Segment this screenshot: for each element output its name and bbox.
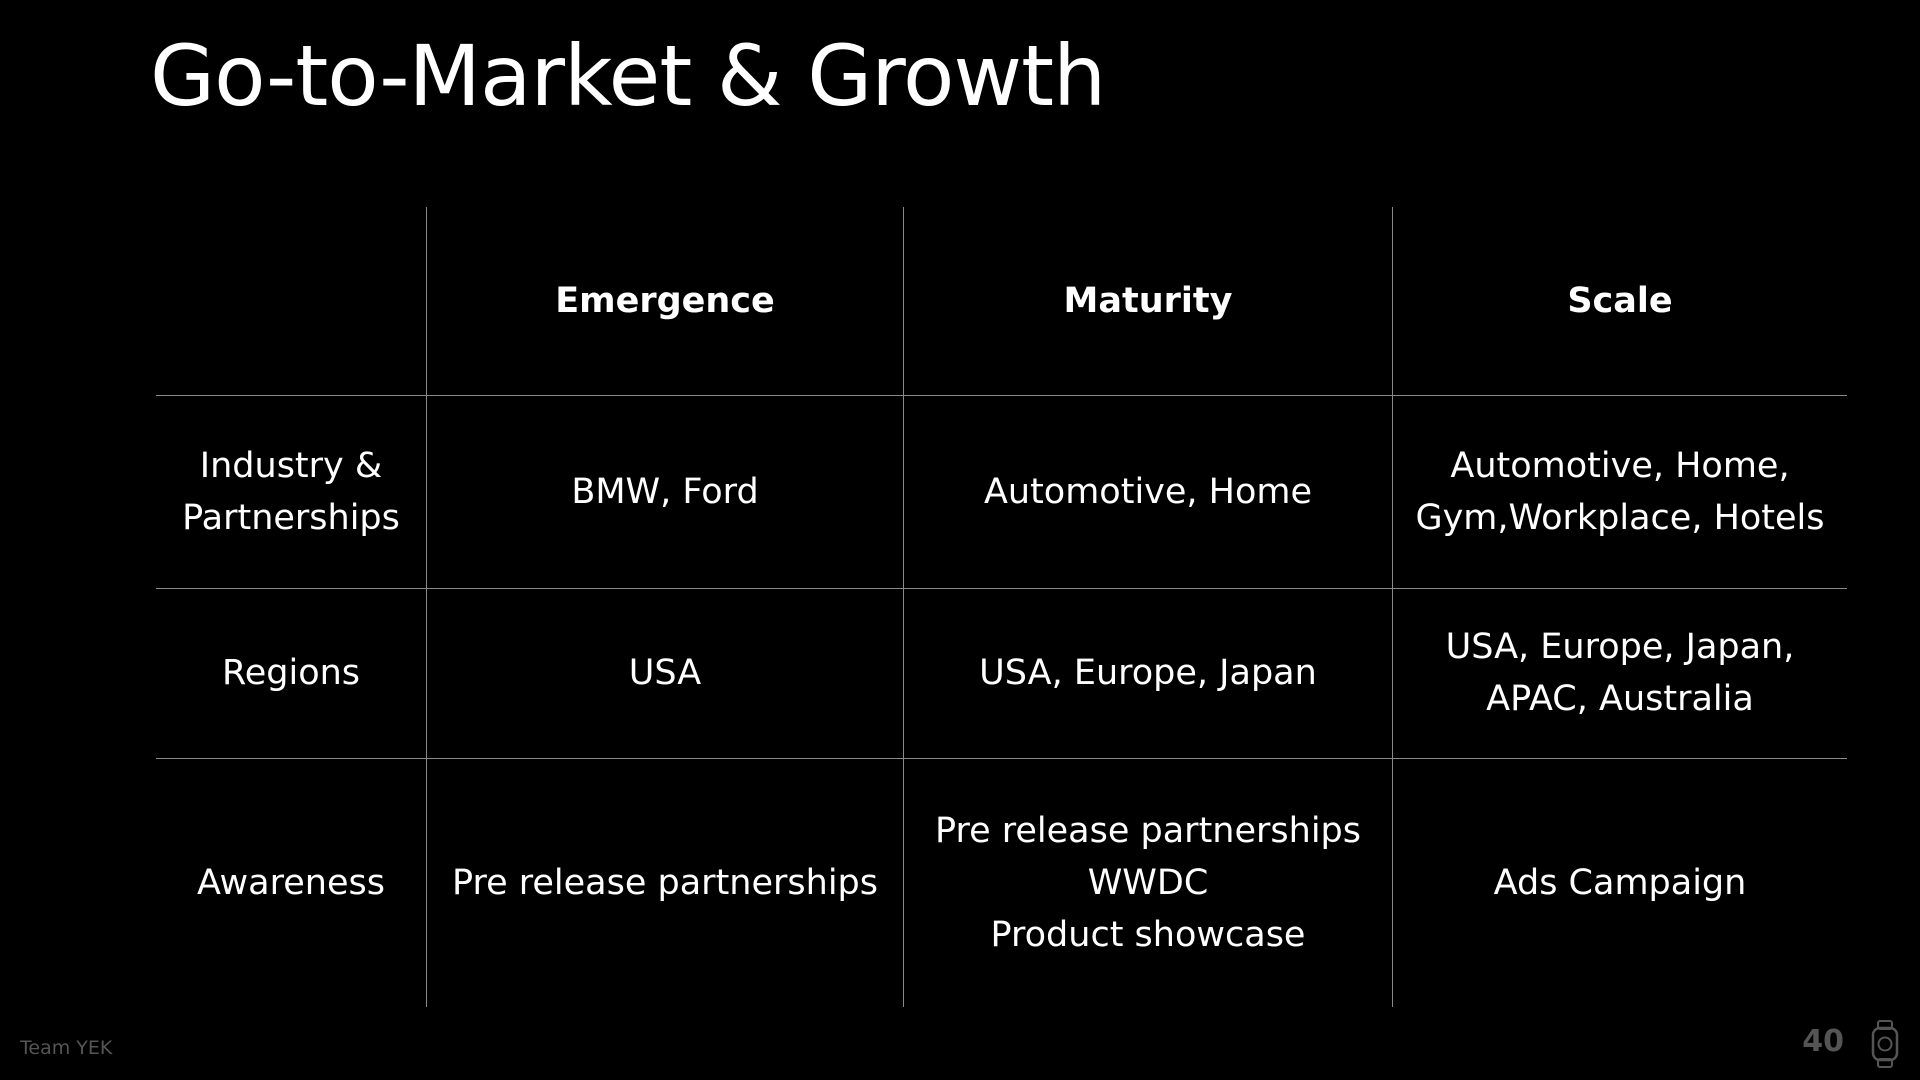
cell-awareness-scale: Ads Campaign — [1392, 757, 1847, 1007]
cell-industry-maturity: Automotive, Home — [903, 394, 1393, 588]
go-to-market-table: Emergence Maturity Scale Industry & Part… — [156, 207, 1847, 1007]
row-label-awareness: Awareness — [156, 757, 427, 1007]
apple-watch-icon — [1871, 1020, 1899, 1068]
row-label-regions: Regions — [156, 587, 427, 758]
cell-awareness-maturity: Pre release partnerships WWDC Product sh… — [903, 757, 1393, 1007]
table-row-industry-partnerships: Industry & Partnerships BMW, Ford Automo… — [156, 394, 1847, 588]
table-row-awareness: Awareness Pre release partnerships Pre r… — [156, 757, 1847, 1007]
header-cell-maturity: Maturity — [903, 207, 1393, 395]
cell-regions-maturity: USA, Europe, Japan — [903, 587, 1393, 758]
cell-regions-emergence: USA — [426, 587, 904, 758]
page-number: 40 — [1802, 1024, 1844, 1059]
footer-team-name: Team YEK — [20, 1037, 113, 1059]
header-cell-emergence: Emergence — [426, 207, 904, 395]
cell-regions-scale: USA, Europe, Japan, APAC, Australia — [1392, 587, 1847, 758]
cell-awareness-emergence: Pre release partnerships — [426, 757, 904, 1007]
slide-title: Go-to-Market & Growth — [150, 27, 1106, 125]
table-row-regions: Regions USA USA, Europe, Japan USA, Euro… — [156, 587, 1847, 758]
row-label-industry-partnerships: Industry & Partnerships — [156, 394, 427, 588]
header-cell-scale: Scale — [1392, 207, 1847, 395]
header-cell-empty — [156, 207, 427, 395]
table-header-row: Emergence Maturity Scale — [156, 207, 1847, 395]
cell-industry-emergence: BMW, Ford — [426, 394, 904, 588]
cell-industry-scale: Automotive, Home, Gym,Workplace, Hotels — [1392, 394, 1847, 588]
